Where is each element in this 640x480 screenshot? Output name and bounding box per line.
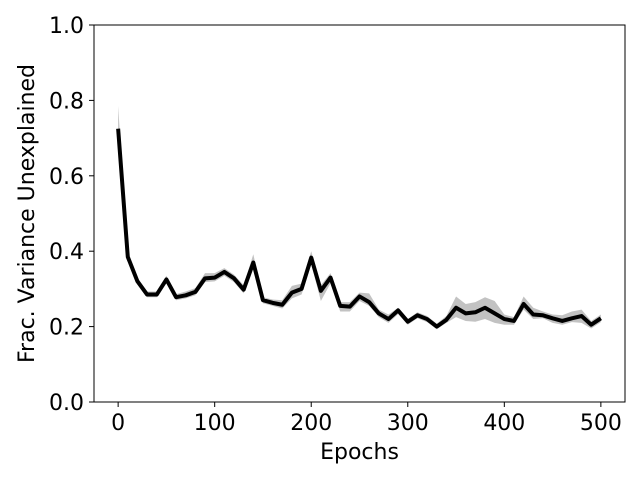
x-axis-title: Epochs	[320, 440, 399, 465]
y-axis-title: Frac. Variance Unexplained	[15, 64, 40, 363]
x-tick-label: 300	[387, 411, 429, 436]
x-tick-label: 100	[194, 411, 236, 436]
y-tick-label: 0.4	[49, 240, 84, 265]
x-axis-ticks: 0 100 200 300 400 500	[111, 402, 622, 436]
x-tick-label: 500	[580, 411, 622, 436]
x-tick-label: 400	[483, 411, 525, 436]
y-tick-label: 0.0	[49, 391, 84, 416]
x-tick-label: 0	[111, 411, 125, 436]
y-tick-label: 1.0	[49, 14, 84, 39]
y-tick-label: 0.2	[49, 316, 84, 341]
x-tick-label: 200	[290, 411, 332, 436]
y-axis-ticks: 0.0 0.2 0.4 0.6 0.8 1.0	[49, 14, 94, 416]
series-line-0	[116, 128, 602, 329]
y-tick-label: 0.8	[49, 89, 84, 114]
y-tick-label: 0.6	[49, 165, 84, 190]
plot-frame	[93, 24, 626, 403]
series-line-layer	[116, 128, 602, 329]
